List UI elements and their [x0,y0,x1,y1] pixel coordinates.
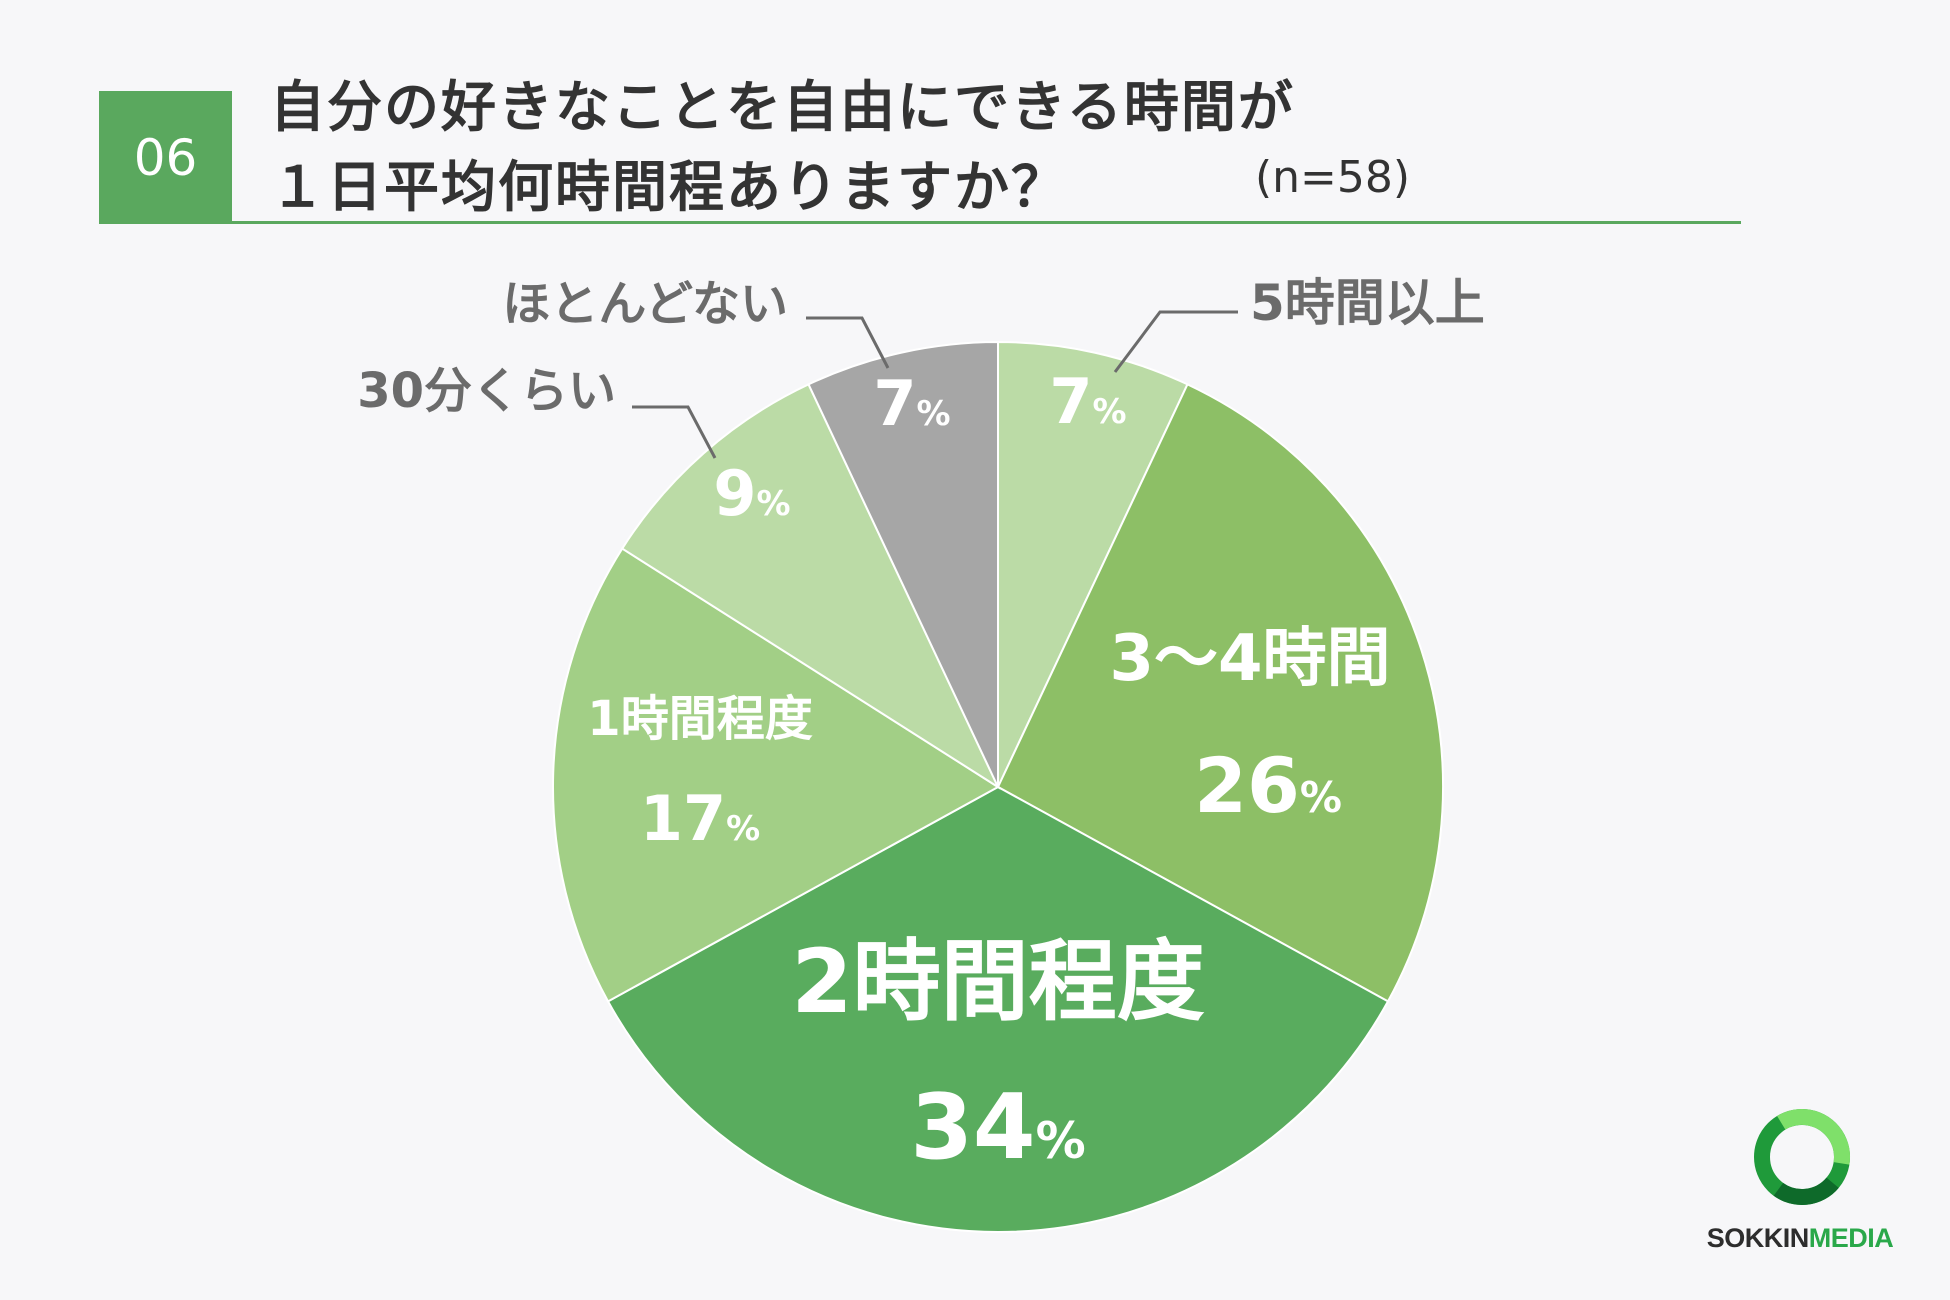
slice-category-label: 3〜4時間 [1109,622,1390,696]
slice-percent-label: 7% [1049,365,1126,438]
pie-slice [606,785,1390,1233]
pie-slice [620,383,1001,790]
pie-slice [552,547,1000,1003]
question-title-line2: １日平均何時間程ありますか？ [270,155,1069,219]
question-number-badge: 06 [99,91,232,224]
pie-slice [807,340,999,788]
slice-percent-label: 34% [910,1075,1085,1180]
callout-leader-line [1113,310,1238,373]
callout-leader-line [632,405,717,459]
sokkin-media-logo: SOKKINMEDIA [1700,1105,1900,1255]
logo-text-part2: MEDIA [1808,1223,1894,1253]
slice-category-label: ほとんどない [502,276,788,332]
logo-text-part1: SOKKIN [1706,1223,1810,1253]
slice-category-label: 5時間以上 [1250,274,1485,332]
slice-percent-label: 26% [1194,741,1342,830]
logo-wordmark: SOKKINMEDIA [1700,1223,1900,1254]
callout-leader-line [806,316,890,369]
slice-percent-label: 7% [873,367,950,440]
slice-percent-label: 9% [713,457,790,530]
slice-category-label: 2時間程度 [791,930,1204,1033]
sample-size: (n=58) [1255,152,1411,203]
question-title-line1: 自分の好きなことを自由にできる時間が [270,75,1295,139]
header-rule [99,221,1741,224]
slice-percent-label: 17% [640,782,760,855]
slice-category-label: 30分くらい [357,363,616,419]
logo-ring-icon [1754,1109,1850,1205]
slice-category-label: 1時間程度 [587,691,812,747]
pie-slice [997,340,1189,788]
